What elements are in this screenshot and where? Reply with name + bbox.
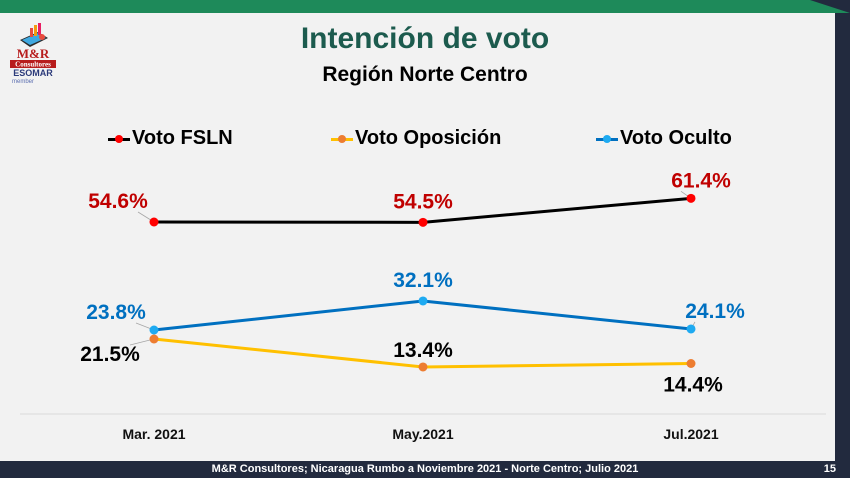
data-point-oposicion xyxy=(686,358,696,368)
data-label-fsln: 61.4% xyxy=(671,169,731,192)
x-tick-label: Mar. 2021 xyxy=(122,426,185,442)
logo-member: member xyxy=(12,79,34,84)
footer-source: M&R Consultores; Nicaragua Rumbo a Novie… xyxy=(211,463,639,475)
legend-label-oposicion: Voto Oposición xyxy=(355,127,502,149)
data-point-fsln xyxy=(686,193,696,203)
data-label-fsln: 54.5% xyxy=(393,190,453,213)
data-point-oculto xyxy=(686,324,696,334)
legend-swatch-fsln xyxy=(108,134,130,144)
legend-item-fsln: Voto FSLN xyxy=(108,127,233,150)
data-label-oculto: 24.1% xyxy=(685,300,745,323)
legend-item-oposicion: Voto Oposición xyxy=(331,127,501,150)
data-label-oculto: 32.1% xyxy=(393,269,453,292)
legend-swatch-oposicion xyxy=(331,134,353,144)
data-point-oposicion xyxy=(418,362,428,372)
data-label-oculto: 23.8% xyxy=(86,301,146,324)
data-point-fsln xyxy=(149,217,159,227)
data-point-fsln xyxy=(418,217,428,227)
logo-esomar: ESOMAR xyxy=(13,68,53,78)
legend-item-oculto: Voto Oculto xyxy=(596,127,732,150)
logo-brand-top: M&R xyxy=(17,46,50,61)
company-logo: M&R Consultores ESOMAR member xyxy=(10,23,56,84)
legend-label-fsln: Voto FSLN xyxy=(132,127,233,149)
logo-brand-mid: Consultores xyxy=(15,61,51,69)
data-label-oposicion: 13.4% xyxy=(393,339,453,362)
data-label-oposicion: 14.4% xyxy=(663,373,723,396)
data-label-fsln: 54.6% xyxy=(88,190,148,213)
top-corner-accent xyxy=(810,0,850,13)
legend-swatch-oculto xyxy=(596,134,618,144)
x-tick-label: May.2021 xyxy=(392,426,453,442)
data-point-oculto xyxy=(418,296,428,306)
page-number: 15 xyxy=(823,463,836,475)
top-accent-bar xyxy=(0,0,850,13)
data-point-oposicion xyxy=(149,334,159,344)
legend-label-oculto: Voto Oculto xyxy=(620,127,732,149)
chart-phone-icon xyxy=(20,23,48,47)
page-subtitle: Región Norte Centro xyxy=(322,63,528,86)
footer-bar: M&R Consultores; Nicaragua Rumbo a Novie… xyxy=(0,461,850,478)
x-tick-label: Jul.2021 xyxy=(663,426,718,442)
page-title: Intención de voto xyxy=(300,22,550,55)
data-point-oculto xyxy=(149,325,159,335)
right-accent-bar xyxy=(835,13,850,461)
data-label-oposicion: 21.5% xyxy=(80,343,140,366)
